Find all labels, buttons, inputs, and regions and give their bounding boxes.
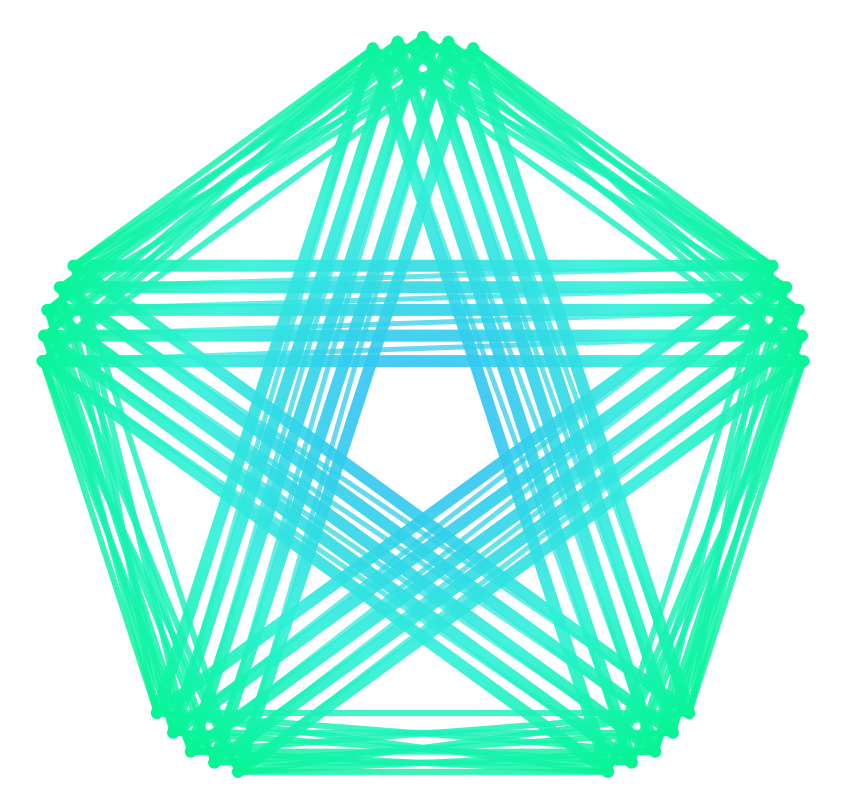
star-strand <box>208 329 808 769</box>
star-strand <box>184 303 805 758</box>
star-strand <box>467 42 696 719</box>
star-strand <box>38 329 638 769</box>
star-strand <box>208 35 455 769</box>
star-strand <box>442 35 679 739</box>
star-strand <box>36 355 614 778</box>
star-strand <box>232 355 810 778</box>
star-strand <box>150 42 379 719</box>
star-strand <box>417 31 662 758</box>
star-strand <box>232 42 480 778</box>
star-strand <box>167 35 404 739</box>
outer-strand <box>470 45 776 269</box>
star-strand <box>41 303 662 758</box>
outer-strand <box>39 358 160 716</box>
outer-strand <box>70 45 376 269</box>
strand-group <box>36 31 810 778</box>
star-strand <box>184 31 429 758</box>
